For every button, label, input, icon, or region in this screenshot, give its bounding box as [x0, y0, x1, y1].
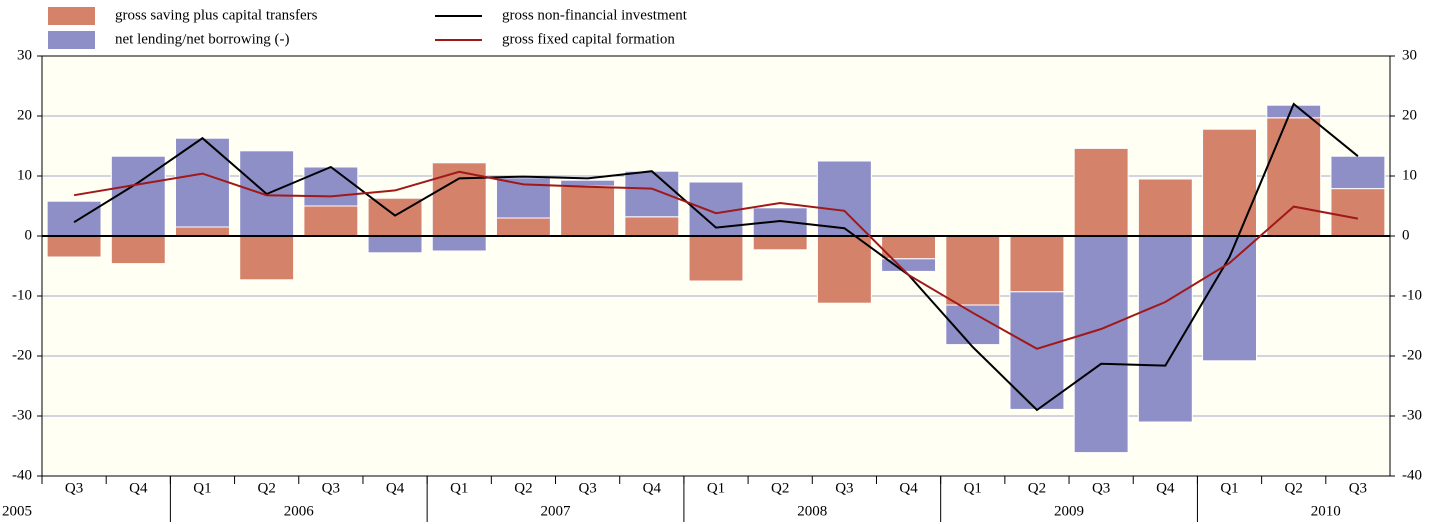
x-tick-label: Q3	[835, 480, 853, 496]
x-tick-label: Q4	[899, 480, 918, 496]
x-tick-label: Q4	[643, 480, 662, 496]
y2-tick-label: -40	[1402, 467, 1422, 483]
bar	[1137, 235, 1193, 423]
legend-swatch	[48, 31, 95, 49]
x-tick-label: Q2	[514, 480, 532, 496]
x-tick-label: Q3	[322, 480, 340, 496]
legend-swatch	[48, 7, 95, 25]
x-tick-label: Q1	[964, 480, 982, 496]
x-tick-label: Q2	[1028, 480, 1046, 496]
year-label: 2008	[797, 503, 827, 519]
bar	[624, 170, 680, 218]
bar	[816, 160, 872, 237]
x-tick-label: Q1	[193, 480, 211, 496]
y2-tick-label: -30	[1402, 407, 1422, 423]
line	[73, 102, 1359, 412]
bar	[303, 166, 359, 207]
bar	[1266, 104, 1322, 119]
bar	[1073, 147, 1129, 237]
bar	[1202, 128, 1257, 237]
y-tick-label: -30	[12, 407, 32, 423]
bar	[431, 162, 487, 237]
bar	[560, 185, 616, 237]
x-tick-label: Q1	[450, 480, 468, 496]
y-tick-label: 30	[17, 47, 32, 63]
bar	[46, 200, 102, 237]
x-tick-label: Q4	[1156, 480, 1175, 496]
y-tick-label: -40	[12, 467, 32, 483]
y2-tick-label: 20	[1402, 107, 1417, 123]
bar	[303, 205, 359, 237]
bar	[624, 216, 680, 237]
bar	[110, 235, 166, 265]
x-tick-label: Q1	[707, 480, 725, 496]
bar	[431, 235, 487, 252]
y-tick-label: 10	[17, 167, 32, 183]
bar	[1330, 155, 1386, 190]
y2-tick-label: 30	[1402, 47, 1417, 63]
legend-label: gross saving plus capital transfers	[115, 7, 318, 23]
bar	[1009, 291, 1065, 410]
y2-tick-label: 0	[1402, 227, 1410, 243]
year-label: 2007	[541, 503, 572, 519]
y-tick-label: -10	[12, 287, 32, 303]
x-tick-label: Q3	[578, 480, 596, 496]
bar	[1073, 235, 1129, 454]
year-label: 2005	[2, 503, 32, 519]
bar	[1330, 188, 1386, 237]
bar	[752, 235, 808, 251]
x-tick-label: Q4	[129, 480, 148, 496]
year-label: 2010	[1311, 503, 1341, 519]
y-tick-label: -20	[12, 347, 32, 363]
bar	[688, 235, 744, 282]
legend-label: net lending/net borrowing (-)	[115, 31, 290, 47]
bar	[1009, 235, 1065, 293]
x-tick-label: Q2	[771, 480, 789, 496]
y-tick-label: 20	[17, 107, 32, 123]
x-tick-label: Q3	[1349, 480, 1367, 496]
year-label: 2006	[284, 503, 315, 519]
y2-tick-label: -20	[1402, 347, 1422, 363]
year-label: 2009	[1054, 503, 1084, 519]
bar	[945, 304, 1001, 346]
plot-frame	[41, 55, 1391, 477]
x-tick-label: Q4	[386, 480, 405, 496]
x-tick-label: Q2	[1285, 480, 1303, 496]
bar	[46, 235, 102, 258]
bar	[110, 155, 166, 237]
bar	[367, 235, 423, 254]
bar	[945, 235, 1001, 306]
y2-tick-label: 10	[1402, 167, 1417, 183]
x-tick-label: Q2	[257, 480, 275, 496]
bar	[1137, 178, 1193, 237]
bar	[816, 235, 872, 304]
legend-label: gross non-financial investment	[502, 7, 688, 23]
y2-tick-label: -10	[1402, 287, 1422, 303]
x-tick-label: Q3	[65, 480, 83, 496]
legend-label: gross fixed capital formation	[502, 31, 675, 47]
x-tick-label: Q3	[1092, 480, 1110, 496]
bar	[175, 226, 230, 237]
bar	[1202, 235, 1257, 362]
bar	[1266, 117, 1322, 237]
x-tick-label: Q1	[1220, 480, 1238, 496]
bar	[495, 217, 551, 237]
y-tick-label: 0	[25, 227, 33, 243]
line	[73, 170, 1359, 350]
bar	[239, 235, 295, 281]
